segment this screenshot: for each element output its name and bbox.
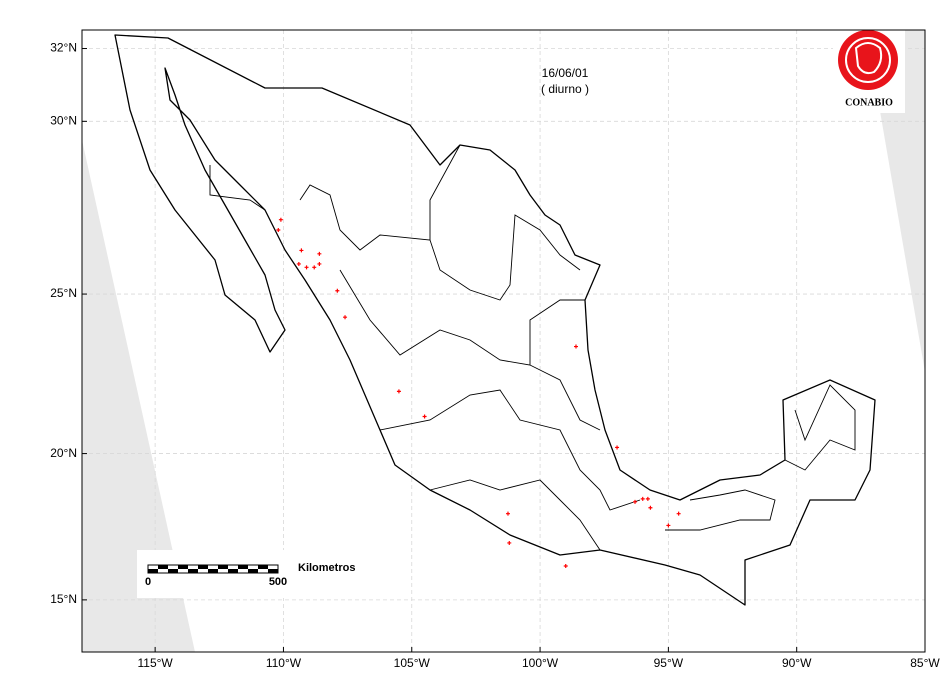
hotspot xyxy=(304,265,309,270)
scale-checker xyxy=(148,565,278,573)
state-borders xyxy=(429,144,461,240)
map-frame xyxy=(82,30,925,652)
hotspot xyxy=(640,496,645,501)
scale-cell xyxy=(218,565,228,569)
hotspot xyxy=(633,499,638,504)
x-tick-label: 115°W xyxy=(138,656,174,670)
scale-cell xyxy=(178,565,188,569)
state-borders xyxy=(209,165,266,211)
logo-text: CONABIO xyxy=(845,97,893,108)
x-tick-label: 110°W xyxy=(266,656,302,670)
scale-cell xyxy=(238,565,248,569)
state-borders xyxy=(339,269,601,431)
scale-cell xyxy=(248,569,258,573)
hotspot xyxy=(312,265,317,270)
hotspot xyxy=(676,511,681,516)
hotspot xyxy=(422,414,427,419)
scale-box xyxy=(137,550,372,598)
scale-bar: 0 500 Kilometros xyxy=(137,550,372,598)
y-tick-label: 20°N xyxy=(50,446,77,460)
scale-cell xyxy=(168,569,178,573)
map-border xyxy=(81,29,926,653)
scale-end: 500 xyxy=(269,576,287,588)
y-tick-label: 32°N xyxy=(50,41,77,55)
hotspot xyxy=(343,315,348,320)
scale-cell xyxy=(188,569,198,573)
hotspot xyxy=(396,389,401,394)
hotspot xyxy=(505,511,510,516)
scale-start: 0 xyxy=(145,576,151,588)
hotspot xyxy=(666,523,671,528)
scale-cell xyxy=(258,565,268,569)
hotspot xyxy=(296,261,301,266)
period-label: ( diurno ) xyxy=(541,82,589,96)
state-borders xyxy=(784,384,856,471)
scale-cell xyxy=(158,565,168,569)
conabio-logo: CONABIO xyxy=(833,25,905,113)
x-tick-label: 95°W xyxy=(654,656,684,670)
state-borders xyxy=(379,389,641,511)
state-borders xyxy=(299,184,581,301)
hotspot xyxy=(278,217,283,222)
y-tick-label: 15°N xyxy=(50,592,77,606)
swath-gap-left xyxy=(82,140,195,652)
hotspot xyxy=(507,540,512,545)
x-tick-label: 105°W xyxy=(394,656,431,670)
scale-cell xyxy=(208,569,218,573)
logo-emblem-detail xyxy=(854,42,883,75)
hotspot xyxy=(276,227,281,232)
state-borders xyxy=(429,479,601,551)
scale-cell xyxy=(268,569,278,573)
y-tick-label: 30°N xyxy=(50,113,77,127)
y-tick-label: 25°N xyxy=(50,286,77,300)
hotspot xyxy=(563,563,568,568)
hotspot xyxy=(317,251,322,256)
hotspot xyxy=(335,288,340,293)
x-tick-label: 100°W xyxy=(522,656,559,670)
state-borders xyxy=(529,299,585,365)
hotspot xyxy=(299,248,304,253)
swath-gap-right xyxy=(866,30,925,372)
hotspot-layer xyxy=(276,217,681,568)
date-label: 16/06/01 xyxy=(542,66,589,80)
mexico-outline xyxy=(114,34,876,606)
scale-cell xyxy=(228,569,238,573)
scale-cell xyxy=(148,569,158,573)
hotspot xyxy=(645,496,650,501)
state-borders xyxy=(665,489,776,531)
x-tick-label: 90°W xyxy=(782,656,812,670)
logo-emblem-detail xyxy=(845,37,891,83)
hotspot xyxy=(648,505,653,510)
hotspot xyxy=(317,261,322,266)
hotspot xyxy=(615,445,620,450)
hotspot xyxy=(573,344,578,349)
scale-unit: Kilometros xyxy=(298,562,355,574)
x-tick-label: 85°W xyxy=(910,656,940,670)
scale-cell xyxy=(198,565,208,569)
